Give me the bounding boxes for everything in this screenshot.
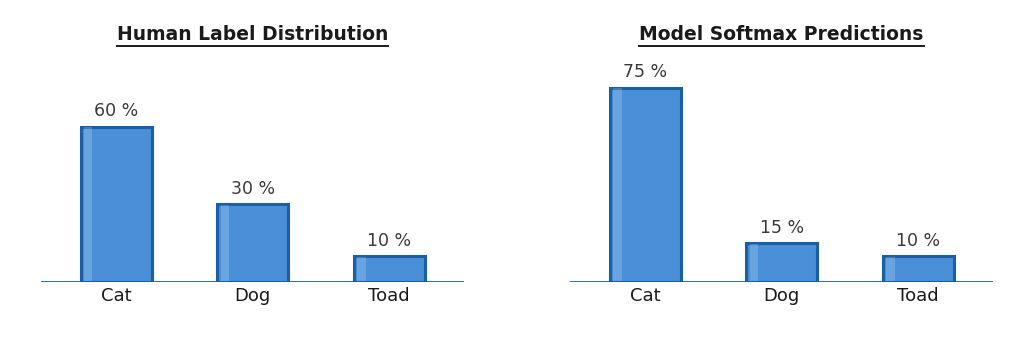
- Bar: [84, 127, 92, 281]
- Bar: [883, 256, 953, 282]
- Bar: [613, 88, 622, 281]
- Bar: [609, 88, 681, 282]
- Text: 10 %: 10 %: [367, 232, 412, 250]
- Text: Model Softmax Predictions: Model Softmax Predictions: [639, 25, 924, 44]
- Bar: [746, 243, 817, 282]
- Bar: [353, 256, 425, 282]
- Bar: [217, 204, 288, 282]
- Bar: [886, 257, 895, 281]
- Bar: [81, 127, 152, 282]
- Text: 15 %: 15 %: [760, 219, 804, 237]
- Bar: [357, 257, 366, 281]
- Text: 30 %: 30 %: [230, 180, 274, 198]
- Bar: [220, 205, 229, 281]
- Text: Human Label Distribution: Human Label Distribution: [117, 25, 388, 44]
- Text: 75 %: 75 %: [623, 63, 668, 81]
- Text: 10 %: 10 %: [896, 232, 940, 250]
- Bar: [750, 244, 758, 281]
- Text: 60 %: 60 %: [94, 102, 138, 120]
